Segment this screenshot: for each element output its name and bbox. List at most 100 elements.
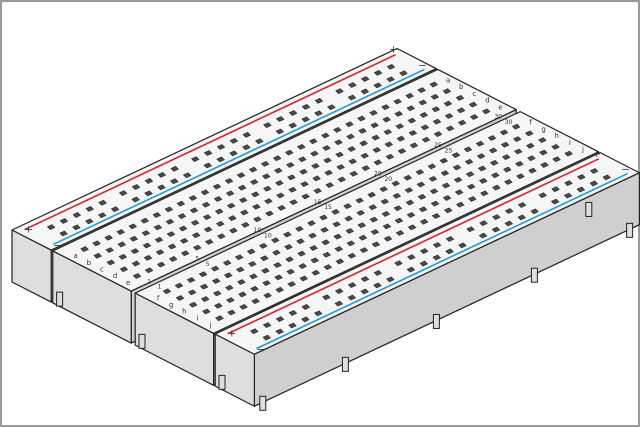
- hole-opening: [300, 181, 309, 187]
- hole-opening: [286, 268, 295, 275]
- lower-strip-hole: [405, 199, 415, 206]
- hole-opening: [333, 233, 342, 240]
- hole-opening: [275, 328, 284, 335]
- hole-opening: [236, 172, 246, 179]
- lower-strip-hole: [440, 170, 450, 177]
- upper-strip-hole: [370, 122, 379, 129]
- hole-opening: [466, 226, 475, 233]
- hole-opening: [189, 207, 199, 214]
- upper-strip-row-letter-right: b: [459, 83, 464, 91]
- lower-strip-column-number: 10: [264, 233, 272, 240]
- hole-opening: [264, 198, 273, 205]
- lower-strip-hole: [501, 154, 511, 161]
- upper-strip-column-number: 1: [147, 278, 151, 285]
- hole-opening: [347, 146, 356, 152]
- hole-opening: [360, 76, 370, 82]
- upper-strip-hole: [286, 162, 295, 168]
- lower-strip-hole: [452, 164, 462, 171]
- hole-opening: [430, 200, 440, 207]
- hole-opening: [155, 249, 165, 256]
- hole-opening: [200, 296, 210, 302]
- lower-strip-hole: [355, 197, 364, 204]
- hole-opening: [199, 283, 209, 290]
- upper-strip-hole: [140, 217, 150, 224]
- hole-opening: [271, 237, 280, 244]
- hole-opening: [369, 216, 379, 223]
- hole-opening: [468, 196, 477, 202]
- upper-strip-hole: [418, 99, 428, 106]
- lower-strip-hole: [503, 166, 512, 173]
- hole-opening: [479, 220, 488, 227]
- upper-strip-hole: [275, 180, 284, 186]
- lower-strip-hole: [321, 239, 330, 246]
- hole-opening: [360, 152, 370, 159]
- upper-strip-hole: [369, 109, 378, 116]
- hole-opening: [347, 94, 357, 101]
- hole-opening: [464, 158, 474, 165]
- hole-opening: [321, 239, 330, 246]
- lower-strip-hole: [274, 274, 283, 281]
- front-rail-hole: [458, 242, 467, 249]
- upper-strip-hole: [301, 193, 310, 200]
- upper-strip-hole: [263, 185, 272, 192]
- front-rail-hole: [301, 304, 311, 310]
- lower-strip-row-letter-left: g: [169, 301, 173, 309]
- upper-strip-hole: [408, 130, 418, 136]
- upper-strip-hole: [189, 207, 199, 214]
- front-rail-hole: [466, 226, 475, 233]
- upper-strip-hole: [395, 123, 405, 130]
- front-rail-hole: [563, 192, 573, 199]
- hole-opening: [165, 218, 175, 225]
- back-rail-hole: [399, 70, 408, 77]
- hole-opening: [417, 194, 427, 200]
- hole-opening: [216, 156, 225, 163]
- hole-opening: [311, 163, 320, 169]
- lower-strip-hole: [260, 255, 269, 262]
- lower-strip-hole: [427, 163, 437, 170]
- lower-strip-hole: [464, 158, 474, 165]
- lower-strip-hole: [162, 288, 172, 295]
- front-rail-hole: [492, 214, 501, 220]
- upper-strip-hole: [371, 134, 380, 141]
- upper-strip-hole: [442, 88, 452, 95]
- back-rail-hole: [242, 131, 252, 138]
- lower-strip-hole: [415, 169, 425, 175]
- hole-opening: [382, 223, 392, 230]
- lower-strip-row-letter-left: j: [209, 321, 212, 329]
- hole-opening: [396, 135, 406, 142]
- lower-strip-column-number: 1: [158, 284, 162, 291]
- hole-opening: [190, 219, 200, 226]
- front-rail-hole: [275, 316, 285, 322]
- lower-strip-hole: [403, 174, 413, 181]
- back-rail-hole: [301, 116, 310, 123]
- lower-strip-hole: [310, 257, 319, 264]
- board-foot: [138, 333, 146, 349]
- hole-opening: [226, 297, 235, 304]
- back-rail-positive-label-left: +: [24, 225, 32, 236]
- lower-strip-column-number: 15: [324, 204, 332, 211]
- hole-opening: [358, 128, 367, 134]
- lower-strip-hole: [371, 241, 381, 248]
- hole-opening: [97, 212, 107, 219]
- back-rail-hole: [216, 156, 225, 163]
- upper-strip-hole: [337, 176, 347, 183]
- lower-strip-hole: [284, 244, 293, 250]
- hole-opening: [458, 242, 467, 249]
- hole-opening: [275, 316, 285, 322]
- lower-strip-hole: [514, 148, 523, 155]
- upper-strip-hole: [167, 243, 177, 250]
- hole-opening: [368, 204, 378, 211]
- lower-strip-row-letter-right: f: [529, 119, 532, 127]
- front-rail-hole: [432, 254, 441, 261]
- upper-strip-hole: [405, 92, 414, 99]
- lower-strip-hole: [455, 201, 465, 208]
- lower-strip-hole: [491, 172, 500, 179]
- hole-opening: [59, 218, 69, 224]
- upper-strip-hole: [385, 153, 395, 160]
- upper-strip-column-number: 15: [314, 199, 322, 206]
- lower-strip-hole: [552, 156, 561, 163]
- back-rail-hole: [360, 76, 370, 82]
- hole-opening: [301, 316, 310, 323]
- lower-strip-hole: [332, 221, 341, 228]
- upper-strip-hole: [333, 126, 342, 133]
